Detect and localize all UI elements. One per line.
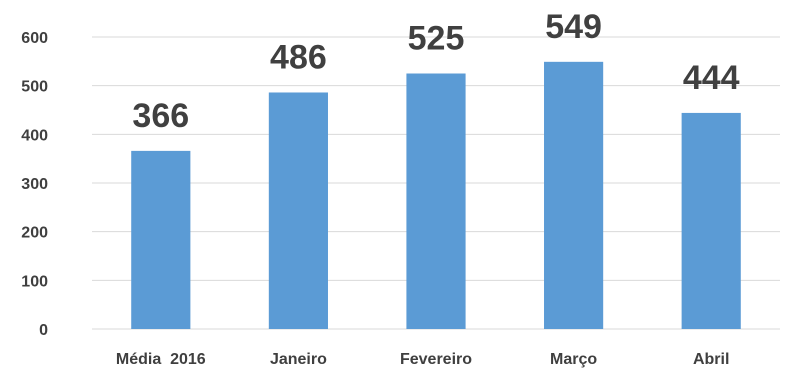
x-tick-label: Abril bbox=[693, 351, 729, 368]
y-tick-label: 0 bbox=[39, 322, 48, 339]
y-tick-label: 600 bbox=[21, 30, 48, 47]
data-label: 444 bbox=[683, 59, 740, 97]
x-tick-label: Fevereiro bbox=[400, 351, 472, 368]
x-tick-label: Março bbox=[550, 351, 597, 368]
bar bbox=[131, 150, 191, 329]
y-tick-label: 100 bbox=[21, 273, 48, 290]
x-tick-label: Janeiro bbox=[270, 351, 327, 368]
bars bbox=[131, 61, 741, 329]
data-labels: 366 486 525 549 444 bbox=[132, 8, 739, 135]
bar bbox=[268, 92, 328, 329]
bar bbox=[681, 112, 741, 329]
y-tick-label: 300 bbox=[21, 176, 48, 193]
bar bbox=[544, 61, 604, 329]
y-tick-label: 500 bbox=[21, 79, 48, 96]
y-axis-tick-labels: 0 100 200 300 400 500 600 bbox=[21, 30, 48, 339]
x-axis-tick-labels: Média 2016 Janeiro Fevereiro Março Abril bbox=[116, 351, 730, 368]
data-label: 366 bbox=[132, 97, 189, 135]
bar bbox=[406, 73, 466, 329]
y-tick-label: 400 bbox=[21, 127, 48, 144]
x-tick-label: Média 2016 bbox=[116, 351, 206, 368]
y-tick-label: 200 bbox=[21, 225, 48, 242]
data-label: 525 bbox=[408, 20, 465, 58]
data-label: 549 bbox=[545, 8, 602, 46]
data-label: 486 bbox=[270, 38, 327, 76]
